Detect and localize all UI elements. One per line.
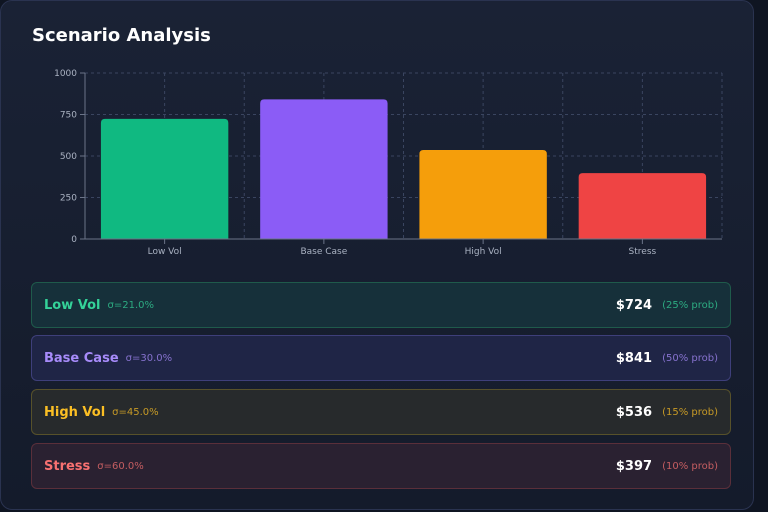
scenario-name: Low Vol <box>44 297 101 313</box>
scenario-row-low-vol[interactable]: Low Vol σ=21.0% $724 (25% prob) <box>31 282 731 328</box>
x-tick-label: Base Case <box>300 247 347 257</box>
scenario-row-base-case[interactable]: Base Case σ=30.0% $841 (50% prob) <box>31 335 731 381</box>
y-tick-label: 500 <box>60 152 77 162</box>
card-title: Scenario Analysis <box>32 25 211 46</box>
x-tick-label: Stress <box>629 247 657 257</box>
scenario-sigma: σ=30.0% <box>125 352 173 364</box>
y-tick-label: 250 <box>60 194 77 204</box>
scenario-prob: (25% prob) <box>662 299 718 311</box>
bar-high-vol <box>419 150 547 239</box>
scenario-row-stress[interactable]: Stress σ=60.0% $397 (10% prob) <box>31 443 731 489</box>
scenario-price: $536 <box>615 404 653 420</box>
x-tick-label: High Vol <box>465 247 502 257</box>
scenario-price: $724 <box>615 297 653 313</box>
scenario-name: Stress <box>44 458 91 474</box>
x-tick-label: Low Vol <box>148 247 182 257</box>
scenario-row-high-vol[interactable]: High Vol σ=45.0% $536 (15% prob) <box>31 389 731 435</box>
scenario-price: $397 <box>615 458 653 474</box>
scenario-name: Base Case <box>44 350 119 366</box>
bar-low-vol <box>100 118 229 239</box>
y-tick-label: 1000 <box>54 69 77 79</box>
scenario-sigma: σ=45.0% <box>112 406 159 418</box>
scenario-prob: (50% prob) <box>662 352 718 364</box>
scenario-price: $841 <box>615 350 653 366</box>
bar-base-case <box>260 99 388 239</box>
scenario-sigma: σ=21.0% <box>107 299 154 311</box>
scenario-prob: (10% prob) <box>662 460 718 472</box>
y-tick-label: 0 <box>71 235 77 245</box>
scenario-sigma: σ=60.0% <box>97 460 144 472</box>
scenario-prob: (15% prob) <box>662 406 718 418</box>
scenario-name: High Vol <box>44 404 106 420</box>
bar-chart: 0 250 500 750 1000 Low Vol Base Case High Vol St… <box>54 69 723 257</box>
bar-stress <box>578 173 707 239</box>
y-tick-label: 750 <box>60 111 77 121</box>
